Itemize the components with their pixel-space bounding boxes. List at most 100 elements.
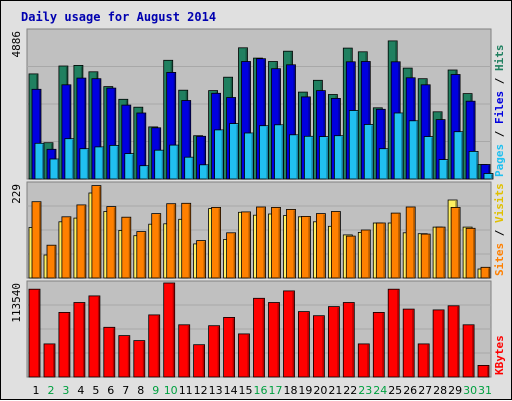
x-tick-label: 12 — [194, 384, 208, 397]
bar-shade — [161, 151, 164, 178]
bar-shade — [68, 217, 71, 277]
x-tick-label: 19 — [298, 384, 312, 397]
bar-shade — [113, 207, 116, 277]
bar-shade — [341, 136, 343, 178]
kbytes-bar-kbytes — [387, 288, 400, 378]
bar-shade — [337, 307, 339, 376]
visits-bar-sites — [390, 212, 401, 279]
kbytes-bar-kbytes — [477, 364, 490, 378]
x-tick-label: 8 — [137, 384, 144, 397]
bar-shade — [187, 325, 190, 376]
bar-shade — [157, 315, 160, 376]
bar-shade — [401, 114, 403, 178]
bar-shade — [458, 208, 460, 277]
bar-shade — [383, 224, 385, 277]
visits-bar-sites — [46, 244, 57, 279]
bar-shade — [428, 235, 430, 277]
visits-bar-sites — [480, 266, 491, 279]
bar-shade — [39, 202, 41, 277]
bar-shade — [293, 210, 295, 277]
kbytes-bar-kbytes — [193, 344, 206, 378]
kbytes-bar-kbytes — [163, 282, 176, 378]
bar-shade — [443, 228, 445, 277]
bar-shade — [443, 120, 445, 178]
bar-shade — [217, 326, 220, 376]
bar-shade — [263, 59, 265, 179]
y-max-label: 4886 — [10, 31, 23, 58]
legend-separator: / — [493, 71, 506, 91]
bar-shade — [146, 166, 149, 178]
x-tick-label: 31 — [478, 384, 492, 397]
bar-shade — [233, 233, 236, 277]
bar-shade — [292, 291, 294, 376]
x-tick-label: 13 — [209, 384, 223, 397]
bar-shade — [491, 174, 493, 178]
bar-shade — [293, 65, 295, 178]
bar-shade — [461, 132, 463, 178]
x-tick-label: 27 — [418, 384, 432, 397]
bar-shade — [338, 212, 340, 277]
y-max-label: 229 — [10, 184, 23, 204]
kbytes-bar-kbytes — [73, 302, 86, 378]
bar-shade — [113, 89, 116, 178]
bar-shade — [296, 135, 298, 178]
kbytes-bar-kbytes — [432, 309, 445, 378]
visits-bar-sites — [196, 240, 207, 279]
x-tick-label: 1 — [33, 384, 40, 397]
y-max-label: 113540 — [10, 283, 23, 323]
bar-shade — [83, 205, 86, 277]
bar-shade — [416, 121, 418, 178]
bar-shade — [98, 186, 101, 277]
kbytes-bar-kbytes — [253, 297, 265, 378]
visits-bar-sites — [136, 231, 147, 279]
bar-shade — [202, 345, 205, 376]
visits-bar-sites — [76, 204, 87, 279]
legend-entry: Visits — [493, 183, 506, 223]
x-tick-label: 9 — [152, 384, 159, 397]
bar-shade — [142, 341, 145, 376]
bar-shade — [236, 124, 239, 178]
bar-shade — [308, 217, 310, 277]
bar-shade — [446, 160, 448, 178]
x-tick-label: 3 — [62, 384, 69, 397]
x-tick-label: 14 — [224, 384, 238, 397]
legend-entry: KBytes — [493, 335, 506, 375]
visits-bar-sites — [121, 216, 132, 279]
x-tick-label: 21 — [328, 384, 342, 397]
bar-shade — [458, 75, 460, 178]
visits-bar-sites — [420, 233, 431, 279]
visits-bar-sites — [271, 206, 281, 279]
kbytes-bar-kbytes — [447, 305, 460, 378]
x-tick-label: 25 — [388, 384, 402, 397]
bar-shade — [101, 147, 104, 178]
bar-shade — [368, 62, 370, 178]
bar-shade — [457, 306, 459, 376]
x-tick-label: 7 — [122, 384, 129, 397]
bar-shade — [488, 268, 490, 277]
bar-shade — [382, 313, 384, 376]
bar-shade — [386, 149, 388, 178]
bar-shade — [203, 137, 206, 178]
kbytes-bar-kbytes — [118, 335, 131, 378]
x-tick-label: 22 — [343, 384, 357, 397]
bar-shade — [53, 344, 55, 376]
bar-shade — [442, 310, 444, 376]
bar-shade — [247, 334, 249, 376]
bar-shade — [128, 106, 131, 178]
x-tick-label: 26 — [403, 384, 417, 397]
bar-shade — [383, 110, 385, 178]
bar-shade — [488, 165, 490, 178]
x-tick-label: 20 — [313, 384, 327, 397]
kbytes-bar-kbytes — [43, 343, 56, 378]
visits-bar-sites — [256, 206, 266, 279]
bar-shade — [67, 313, 70, 376]
bar-shade — [158, 214, 161, 277]
bar-shade — [173, 73, 176, 178]
bar-shade — [307, 312, 309, 376]
kbytes-bar-kbytes — [223, 316, 236, 378]
kbytes-bar-kbytes — [238, 333, 250, 378]
legend-entry: Sites — [493, 243, 506, 276]
bar-shade — [42, 144, 44, 178]
